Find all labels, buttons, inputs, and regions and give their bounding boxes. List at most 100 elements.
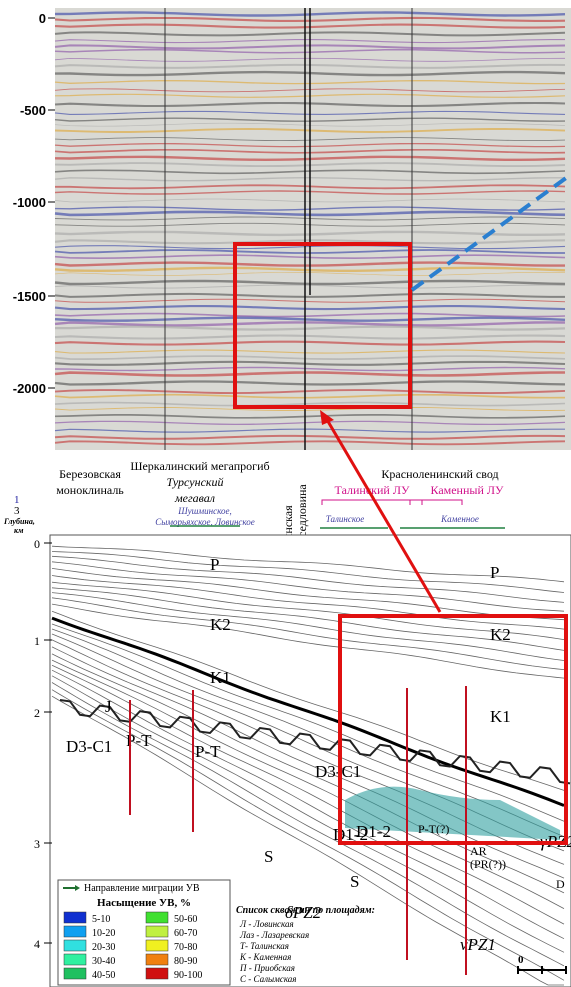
region: Турсунский [166, 475, 223, 489]
formation: P-T [126, 731, 152, 750]
dashed-link [410, 176, 568, 292]
stratum [51, 592, 565, 661]
formation: (PR(?)) [470, 857, 506, 871]
stratum [51, 597, 565, 670]
y-tick-label: -500 [20, 103, 46, 118]
header: 3 [14, 505, 20, 517]
stratum [51, 603, 565, 679]
region: Шеркалинский мегапрогиб [130, 459, 269, 473]
legend-title: Насыщение УВ, % [97, 897, 191, 909]
reflector [54, 355, 566, 360]
stratum [51, 682, 565, 967]
reflector [54, 292, 565, 298]
legend-swatch [63, 911, 87, 924]
y-tick-label: 0 [34, 537, 40, 551]
stratum [51, 623, 565, 822]
stratum [51, 695, 564, 986]
stratum [51, 575, 565, 630]
stratum [51, 669, 565, 940]
reflector [54, 434, 566, 440]
legend-swatch [63, 925, 87, 938]
stratum [51, 555, 565, 603]
scale-bar [517, 966, 567, 974]
region: Березовская [59, 467, 121, 481]
reflector [54, 428, 565, 433]
stratum [51, 587, 565, 651]
y-tick-label: 2 [34, 706, 40, 720]
stratum [51, 551, 565, 593]
well-item: Л - Ловинская [239, 919, 294, 929]
legend-label: 40-50 [92, 970, 115, 981]
seismic-axis: 0 -500 -1000 -1500 -2000 [13, 11, 55, 396]
reflector [54, 407, 566, 411]
oil-zone [345, 786, 560, 840]
legend-swatch [145, 953, 169, 966]
stratum [51, 581, 565, 640]
reflector [54, 401, 566, 407]
well-item: Т- Талинская [240, 941, 289, 951]
legend-label: 80-90 [174, 956, 197, 967]
formation: D3-C1 [66, 737, 112, 756]
stratum [51, 689, 565, 981]
formation: J [105, 697, 112, 716]
legend-swatch [145, 939, 169, 952]
y-tick-label: -1000 [13, 195, 46, 210]
reflector [54, 366, 566, 372]
header: км [14, 526, 24, 535]
reflector [54, 393, 566, 399]
stratum [51, 664, 565, 925]
reflector [54, 340, 566, 346]
formation: P [210, 555, 219, 574]
well-item: К - Каменная [239, 952, 291, 962]
region: моноклиналь [56, 483, 124, 497]
legend-label: 70-80 [174, 942, 197, 953]
zoom-box [233, 242, 412, 409]
well-item: С - Салымская [240, 974, 297, 984]
stratum [51, 545, 565, 583]
y-tick-label: -1500 [13, 289, 46, 304]
formation: S [350, 872, 359, 891]
formation: AR [470, 844, 487, 858]
field: Шушминское, [177, 506, 232, 516]
stratum [51, 653, 565, 894]
reflector [54, 440, 566, 446]
header: 1 [14, 494, 20, 506]
reflector [54, 414, 566, 419]
reflector [54, 321, 566, 327]
legend [57, 879, 231, 986]
region: Каменный ЛУ [430, 483, 504, 497]
reflector [54, 334, 566, 340]
section-axis: 0 1 2 3 4 [34, 537, 52, 951]
well-item: П - Приобская [239, 963, 295, 973]
legend-swatch [145, 911, 169, 924]
reflector [54, 349, 566, 354]
formation: K2 [210, 615, 231, 634]
field: Талинское [326, 514, 364, 524]
legend-label: 90-100 [174, 970, 202, 981]
formation: S [264, 847, 273, 866]
field: Каменное [440, 514, 479, 524]
legend-label: 5-10 [92, 914, 110, 925]
formation: νPZ1 [460, 935, 496, 954]
formation: δPZ2 [285, 903, 322, 922]
legend-swatch [63, 939, 87, 952]
formation: P [490, 563, 499, 582]
stratum [51, 561, 565, 612]
stratum [51, 610, 565, 791]
legend-text: Направление миграции УВ [84, 883, 200, 894]
link-arrow [324, 417, 442, 613]
strata [51, 545, 571, 986]
region: Талинский ЛУ [335, 483, 410, 497]
formation: P-T [195, 742, 221, 761]
legend-label: 30-40 [92, 956, 115, 967]
region: Красноленинский свод [381, 467, 498, 481]
scale-label: 0 [518, 954, 524, 966]
stratum [51, 675, 565, 953]
y-tick-label: 3 [34, 837, 40, 851]
well [129, 686, 467, 975]
stratum [51, 616, 565, 807]
formation: K1 [490, 707, 511, 726]
field: Сыморьяхское, Ловинское [155, 517, 255, 527]
reflector [54, 420, 566, 426]
